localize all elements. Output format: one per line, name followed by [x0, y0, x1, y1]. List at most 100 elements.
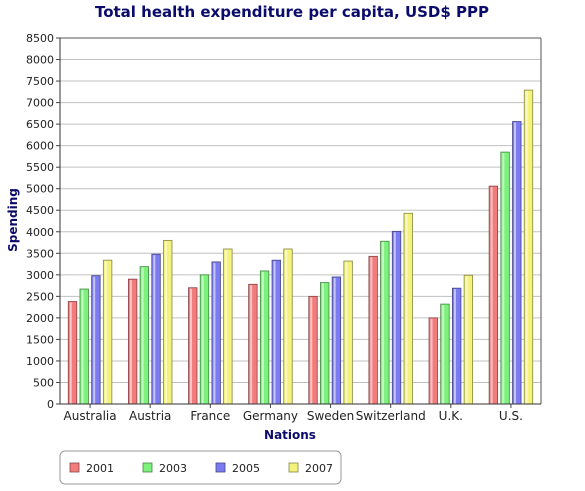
x-tick-label: U.K. [439, 409, 463, 423]
bar-highlight [345, 262, 348, 404]
bar-highlight [273, 261, 276, 404]
bar-highlight [525, 91, 528, 404]
x-tick-label: Sweden [307, 409, 354, 423]
bar-2003-france [199, 274, 210, 405]
bar-2001-us [488, 185, 499, 405]
y-axis-title: Spending [6, 188, 20, 252]
bar-highlight [190, 288, 193, 404]
legend-swatch-2007 [288, 462, 299, 473]
bar-2007-us [523, 89, 534, 405]
bar-2007-uk [463, 274, 474, 405]
bar-2003-uk [440, 303, 450, 405]
legend-swatch-2005 [215, 462, 226, 473]
bar-highlight [250, 285, 253, 404]
y-tick-label: 6000 [26, 140, 54, 153]
y-tick-label: 7000 [26, 97, 54, 110]
x-tick-label: Switzerland [356, 409, 426, 423]
bar-highlight [333, 277, 336, 404]
bar-2003-switzerland [380, 240, 390, 405]
bar-2001-france [188, 287, 198, 405]
x-tick-label: U.S. [499, 409, 523, 423]
x-tick-label: Austria [129, 409, 171, 423]
bar-2005-switzerland [391, 230, 402, 405]
y-tick-label: 2000 [26, 312, 54, 325]
bar-highlight [213, 262, 216, 404]
x-axis-title: Nations [264, 428, 316, 442]
bar-2007-sweden [343, 260, 353, 405]
bar-highlight [370, 257, 373, 404]
legend-label-2007: 2007 [305, 462, 333, 475]
bar-highlight [153, 255, 156, 404]
bar-highlight [69, 302, 72, 404]
bar-2005-uk [452, 287, 462, 405]
bar-2005-us [512, 121, 522, 405]
bar-2005-germany [271, 259, 281, 405]
bar-highlight [405, 214, 408, 404]
bar-2007-germany [283, 248, 293, 405]
y-tick-label: 8500 [26, 32, 54, 45]
y-tick-label: 1000 [26, 355, 54, 368]
bar-highlight [261, 271, 264, 404]
x-tick-label: Germany [243, 409, 298, 423]
y-tick-label: 3000 [26, 269, 54, 282]
bar-highlight [490, 187, 493, 404]
y-tick-label: 7500 [26, 75, 54, 88]
bar-2001-germany [248, 283, 258, 405]
bar-highlight [285, 249, 288, 404]
legend-swatch-2003 [142, 462, 153, 473]
bar-highlight [514, 122, 517, 404]
bar-2003-sweden [320, 282, 330, 405]
bar-2007-austria [163, 239, 173, 405]
bar-highlight [321, 283, 324, 404]
legend: 2001 2003 2005 2007 [59, 450, 342, 485]
legend-label-2003: 2003 [159, 462, 187, 475]
y-tick-label: 5500 [26, 161, 54, 174]
bar-2005-sweden [331, 276, 342, 405]
bar-2003-germany [259, 270, 270, 405]
bar-highlight [81, 290, 84, 404]
bar-2007-france [223, 248, 233, 405]
bar-2001-australia [67, 301, 78, 405]
bar-2001-uk [428, 317, 438, 405]
bar-highlight [382, 242, 385, 404]
chart-title: Total health expenditure per capita, USD… [95, 3, 489, 21]
y-tick-label: 5000 [26, 183, 54, 196]
bar-2005-australia [91, 275, 101, 405]
bar-highlight [393, 232, 396, 404]
legend-swatch-2001 [69, 462, 80, 473]
bar-highlight [442, 305, 445, 404]
bar-highlight [129, 280, 132, 404]
bar-highlight [310, 297, 313, 404]
legend-label-2005: 2005 [232, 462, 260, 475]
bar-2001-switzerland [368, 255, 378, 405]
y-tick-label: 2500 [26, 290, 54, 303]
bar-highlight [502, 153, 505, 404]
x-tick-label: France [190, 409, 230, 423]
x-tick-label: Australia [64, 409, 117, 423]
y-tick-label: 3500 [26, 247, 54, 260]
y-tick-label: 1500 [26, 333, 54, 346]
legend-label-2001: 2001 [86, 462, 114, 475]
bar-2007-australia [102, 259, 113, 405]
bar-2003-us [500, 151, 510, 405]
y-tick-label: 0 [47, 398, 54, 411]
bar-highlight [225, 249, 228, 404]
bar-highlight [465, 276, 468, 404]
bar-highlight [164, 241, 167, 404]
y-tick-label: 4500 [26, 204, 54, 217]
bar-2001-sweden [308, 295, 318, 405]
y-tick-label: 500 [33, 376, 54, 389]
y-tick-label: 4000 [26, 226, 54, 239]
y-tick-label: 6500 [26, 118, 54, 131]
bar-highlight [430, 318, 433, 404]
y-tick-label: 8000 [26, 54, 54, 67]
bar-highlight [141, 267, 144, 404]
bar-highlight [93, 276, 96, 404]
bar-highlight [453, 289, 456, 404]
bar-highlight [104, 261, 107, 404]
plot-area: 0 500 1000 1500 2000 2500 3000 3500 4000 4500 5000… [26, 32, 542, 423]
legend-box [59, 450, 342, 485]
bar-2001-austria [127, 278, 138, 405]
bar-2003-australia [79, 288, 89, 405]
